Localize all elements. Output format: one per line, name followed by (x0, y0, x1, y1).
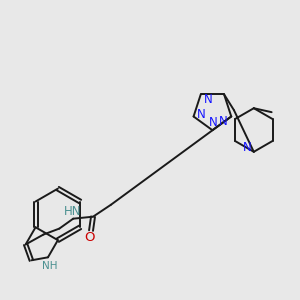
Text: N: N (204, 93, 213, 106)
Text: HN: HN (64, 205, 81, 218)
Text: N: N (219, 115, 228, 128)
Text: N: N (242, 141, 251, 154)
Text: NH: NH (42, 261, 58, 271)
Text: N: N (197, 108, 206, 121)
Text: O: O (84, 231, 94, 244)
Text: N: N (209, 116, 218, 129)
